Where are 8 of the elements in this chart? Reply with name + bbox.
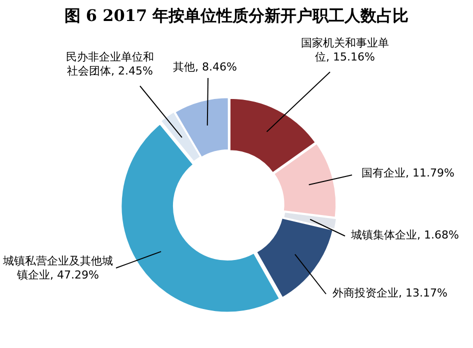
- chart-title: 图 6 2017 年按单位性质分新开户职工人数占比: [63, 6, 410, 27]
- slice-label: 民办非企业单位和社会团体, 2.45%: [66, 50, 154, 78]
- slice-label: 国家机关和事业单位, 15.16%: [301, 36, 389, 64]
- slice-label: 外商投资企业, 13.17%: [332, 286, 448, 300]
- slice-label: 城镇私营企业及其他城镇企业, 47.29%: [2, 254, 113, 282]
- slice-label: 国有企业, 11.79%: [362, 166, 454, 180]
- slice-label: 其他, 8.46%: [173, 60, 237, 74]
- slice-label: 城镇集体企业, 1.68%: [350, 228, 459, 242]
